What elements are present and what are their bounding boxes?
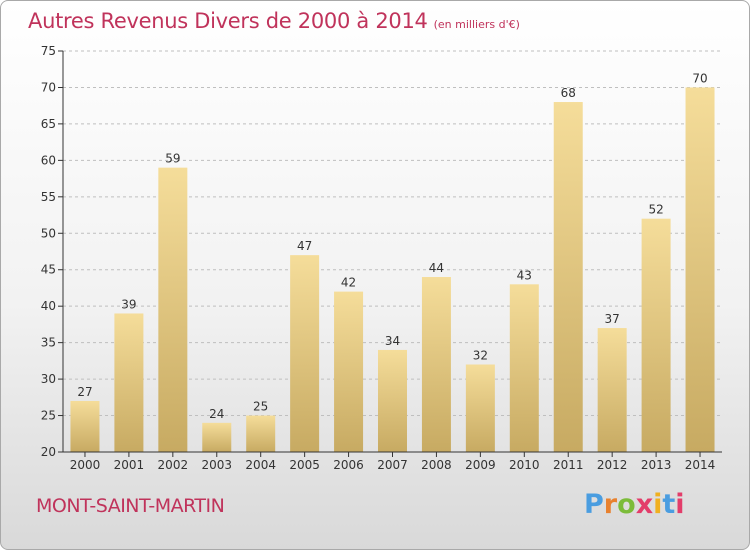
y-tick-label: 45 [41, 263, 56, 277]
x-tick-label: 2010 [509, 458, 540, 472]
bar [378, 349, 407, 452]
x-tick-label: 2011 [553, 458, 584, 472]
bar [641, 218, 671, 452]
bar [158, 167, 188, 452]
city-name: MONT-SAINT-MARTIN [36, 495, 225, 517]
bar-value-label: 25 [253, 400, 268, 414]
logo-letter: x [635, 489, 654, 520]
proxiti-logo: Proxiti [584, 489, 685, 520]
x-tick-label: 2014 [685, 458, 716, 472]
bar [421, 277, 451, 452]
x-tick-label: 2002 [158, 458, 189, 472]
x-tick-label: 2005 [289, 458, 320, 472]
logo-letter: i [675, 489, 685, 520]
bar-value-label: 37 [605, 312, 620, 326]
x-tick-label: 2003 [201, 458, 232, 472]
bar-value-label: 43 [517, 268, 532, 282]
logo-letter: r [603, 489, 618, 520]
bar [465, 364, 495, 452]
y-tick-label: 25 [41, 409, 56, 423]
logo-letter: i [653, 489, 663, 520]
bar [334, 291, 364, 452]
bar-value-label: 32 [473, 349, 488, 363]
x-tick-label: 2001 [114, 458, 145, 472]
x-tick-label: 2008 [421, 458, 452, 472]
bar-value-label: 27 [77, 385, 92, 399]
x-tick-label: 2000 [70, 458, 101, 472]
y-tick-label: 60 [41, 153, 56, 167]
bar [509, 284, 539, 452]
chart-title: Autres Revenus Divers de 2000 à 2014 (en … [28, 9, 520, 33]
bar-value-label: 70 [692, 71, 707, 85]
logo-letter: o [617, 489, 636, 520]
y-tick-label: 20 [41, 445, 56, 459]
bar [70, 400, 100, 452]
chart-title-text: Autres Revenus Divers de 2000 à 2014 [28, 9, 428, 33]
x-tick-label: 2013 [641, 458, 672, 472]
bar [246, 415, 276, 452]
logo-letter: P [584, 489, 604, 520]
bar [553, 102, 583, 452]
x-tick-label: 2009 [465, 458, 496, 472]
bar-value-label: 59 [165, 152, 180, 166]
x-tick-label: 2012 [597, 458, 628, 472]
y-tick-label: 40 [41, 299, 56, 313]
y-tick-label: 50 [41, 226, 56, 240]
bar-value-label: 34 [385, 334, 400, 348]
bar [114, 313, 144, 452]
bar-value-label: 47 [297, 239, 312, 253]
logo-letter: t [662, 489, 676, 520]
x-tick-label: 2004 [245, 458, 276, 472]
y-tick-label: 55 [41, 190, 56, 204]
bar [290, 255, 320, 452]
bar [202, 422, 232, 452]
y-tick-label: 30 [41, 372, 56, 386]
bar [597, 328, 627, 452]
x-tick-label: 2006 [333, 458, 364, 472]
y-tick-label: 75 [41, 44, 56, 58]
bar-value-label: 68 [561, 86, 576, 100]
y-tick-label: 35 [41, 336, 56, 350]
bar-value-label: 24 [209, 407, 224, 421]
bar-value-label: 39 [121, 297, 136, 311]
bar-value-label: 44 [429, 261, 444, 275]
bar-value-label: 52 [648, 203, 663, 217]
chart-unit: (en milliers d'€) [433, 18, 520, 31]
bar-value-label: 42 [341, 276, 356, 290]
y-tick-label: 70 [41, 80, 56, 94]
bar [685, 87, 715, 453]
x-tick-label: 2007 [377, 458, 408, 472]
y-tick-label: 65 [41, 117, 56, 131]
